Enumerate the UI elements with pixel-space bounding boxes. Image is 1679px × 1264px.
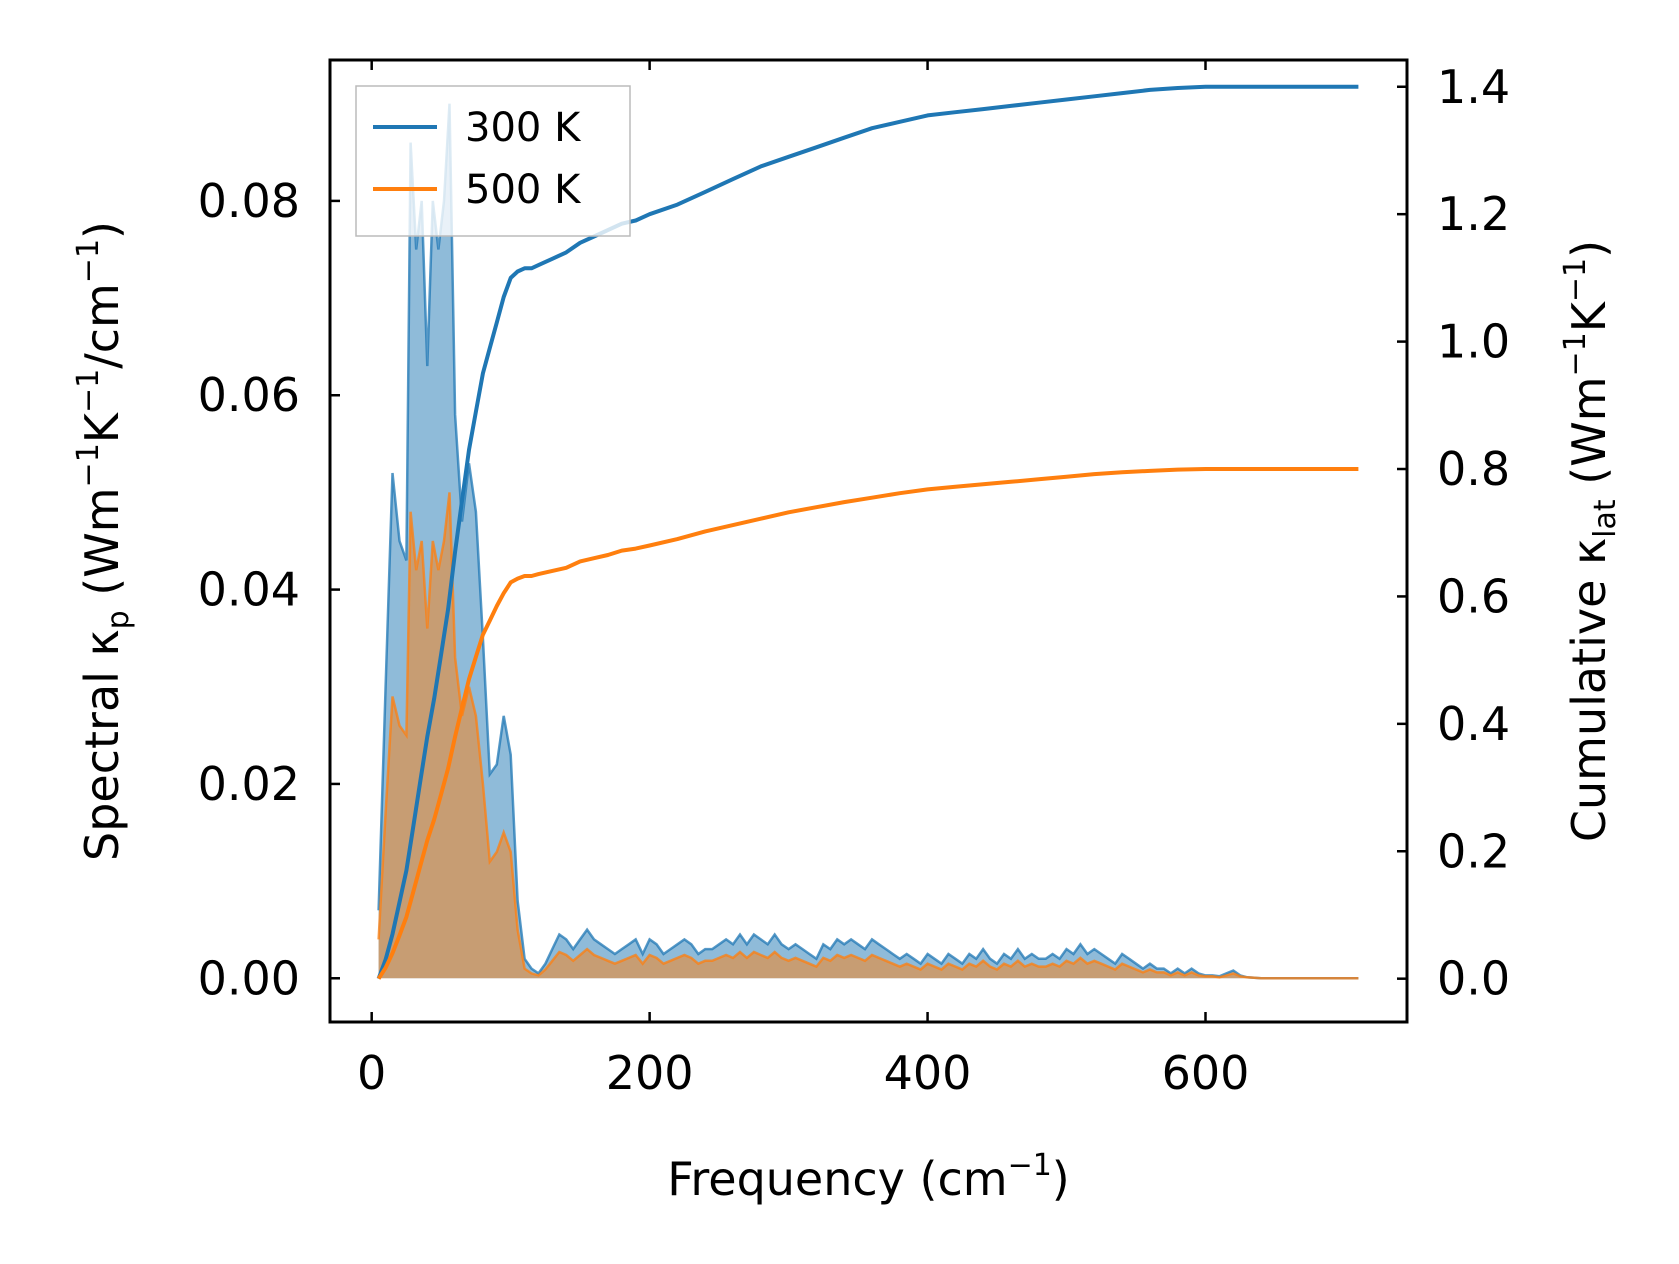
spectral-area-500k [378,492,1359,979]
left-y-axis-label-unit-mid: /cm [75,283,129,369]
y-right-tick-label-1.2: 1.2 [1437,187,1510,241]
right-y-axis-label-sub: lat [1588,499,1623,538]
y-left-tick-label-0.08: 0.08 [198,174,300,228]
y-right-tick-label-0.8: 0.8 [1437,442,1510,496]
legend: 300 K 500 K [355,85,631,237]
left-y-axis-label-mid: K [75,411,129,443]
left-y-axis-label: Spectral κp (Wm−1K−1/cm−1) [71,221,136,861]
y-right-tick-label-0.6: 0.6 [1437,569,1510,623]
y-left-tick-label-0.04: 0.04 [198,563,300,617]
right-y-axis-label: Cumulative κlat (Wm−1K−1) [1558,240,1623,842]
x-axis-label-text: Frequency (cm [667,1152,1007,1206]
legend-label-300k: 300 K [465,105,582,151]
y-right-tick-label-0.0: 0.0 [1437,952,1510,1006]
left-y-axis-label-sub: p [101,610,136,629]
cumulative-line-500k [376,467,1359,980]
left-y-axis-label-sup1: −1 [71,443,106,487]
x-axis-label: Frequency (cm−1) [667,1148,1070,1206]
right-y-axis-label-unit-open: (Wm [1562,376,1616,499]
right-y-axis-label-mid: K [1562,300,1616,332]
legend-label-500k: 500 K [465,167,582,213]
right-y-axis-label-lead: Cumulative κ [1562,538,1616,842]
x-tick-label-600: 600 [1162,1046,1250,1100]
spectral-line-300k [377,103,1359,980]
x-tick-label-0: 0 [357,1046,386,1100]
x-axis-label-sup: −1 [1008,1148,1052,1183]
plot-frame [328,58,1409,1024]
left-y-axis-label-lead: Spectral κ [75,629,129,861]
y-left-tick-label-0.06: 0.06 [198,368,300,422]
y-left-tick-label-0.02: 0.02 [198,757,300,811]
y-right-tick-label-0.2: 0.2 [1437,824,1510,878]
y-right-tick-label-1.0: 1.0 [1437,315,1510,369]
left-y-axis-label-sup2: −1 [71,369,106,413]
x-axis-label-tail: ) [1052,1152,1070,1206]
x-tick-label-400: 400 [884,1046,972,1100]
left-y-axis-label-close: ) [75,221,129,239]
right-y-axis-label-close: ) [1562,240,1616,258]
spectral-line-500k [377,492,1359,980]
legend-box [355,85,631,237]
left-y-axis-label-sup3: −1 [71,239,106,283]
y-left-tick-label-0.00: 0.00 [198,951,300,1005]
x-tick-label-200: 200 [606,1046,694,1100]
right-y-axis-label-sup1: −1 [1558,332,1593,376]
axes [328,58,1409,1024]
left-y-axis-label-unit-open: (Wm [75,487,129,610]
right-y-axis-label-sup2: −1 [1558,258,1593,302]
spectral-fills [377,103,1359,980]
y-right-tick-label-1.4: 1.4 [1437,60,1510,114]
ticks: 0 200 400 600 0.00 0.02 0.04 0.06 0.08 0.0 0.2 0.4 0… [198,60,1511,1100]
y-right-tick-label-0.4: 0.4 [1437,697,1510,751]
